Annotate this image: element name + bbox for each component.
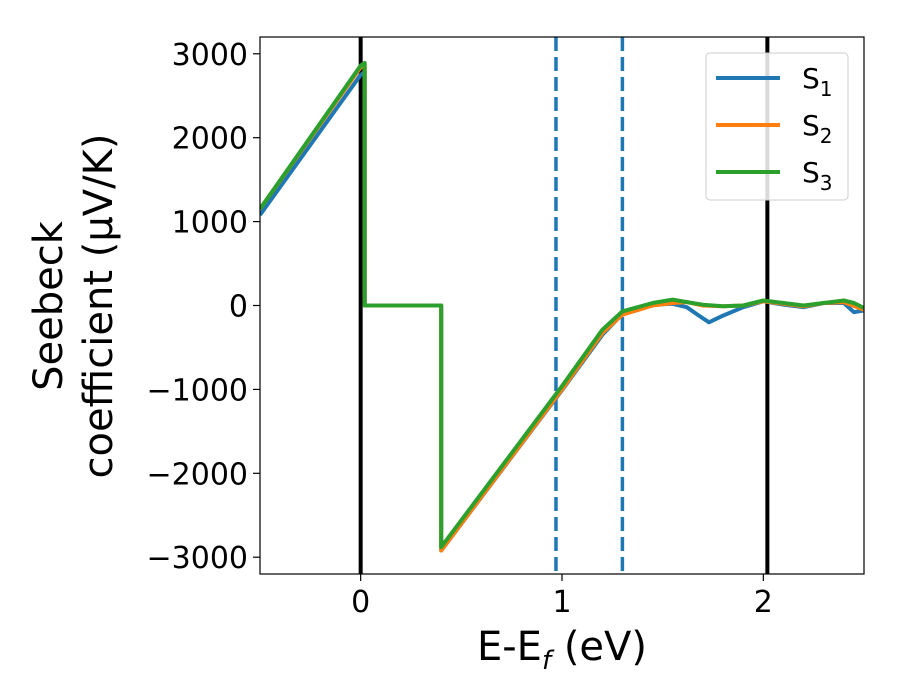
y-tick-label: 3000 — [172, 38, 248, 73]
x-tick-label: 1 — [552, 585, 571, 620]
x-axis-label-unit: (eV) — [551, 624, 647, 670]
y-tick-label: 2000 — [172, 122, 248, 157]
x-tick-label: 2 — [754, 585, 773, 620]
x-tick-label: 0 — [351, 585, 370, 620]
x-axis-label: E-Ef (eV) — [477, 624, 647, 676]
y-tick-label: −1000 — [147, 373, 248, 408]
x-axis-label-main: E-E — [477, 624, 542, 670]
y-axis-label-line1: Seebeck — [26, 220, 72, 391]
legend: S1 S2 S3 — [705, 52, 849, 201]
y-tick-label: −3000 — [147, 541, 248, 576]
y-tick-label: 0 — [229, 290, 248, 325]
legend-label-s1: S1 — [802, 62, 833, 101]
y-tick-label: 1000 — [172, 206, 248, 241]
legend-label-s3: S3 — [802, 156, 833, 195]
legend-label-s2: S2 — [802, 109, 833, 148]
y-tick-label: −2000 — [147, 457, 248, 492]
series-line-s3 — [260, 61, 864, 550]
y-axis-label-line2: coefficient (μV/K) — [76, 134, 122, 479]
